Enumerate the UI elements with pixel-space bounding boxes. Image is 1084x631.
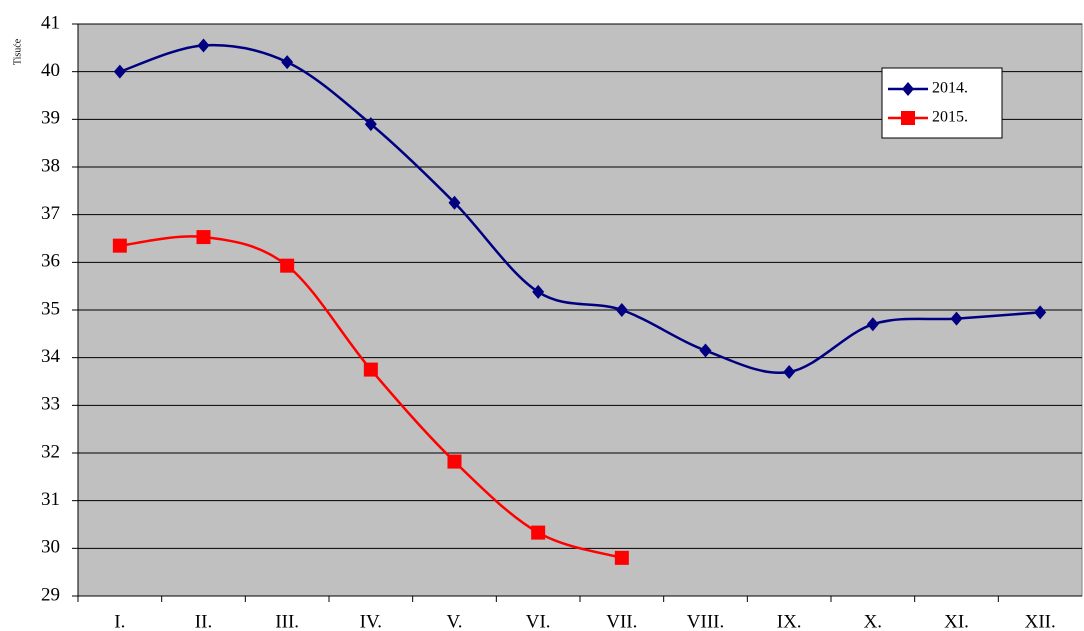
x-tick-label: IV.	[360, 611, 382, 631]
marker	[196, 230, 211, 245]
y-tick-label: 33	[41, 394, 60, 415]
y-tick-label: 40	[41, 60, 60, 81]
marker	[364, 117, 377, 132]
y-tick-label: 41	[41, 12, 60, 33]
marker	[783, 364, 796, 379]
marker	[280, 258, 295, 273]
marker	[447, 454, 462, 469]
x-tick-label: XII.	[1025, 611, 1056, 631]
y-tick-label: 32	[41, 441, 60, 462]
marker	[950, 311, 963, 326]
x-tick-label: II.	[195, 611, 212, 631]
x-tick-label: VII.	[606, 611, 637, 631]
marker	[113, 64, 126, 79]
x-tick-label: III.	[275, 611, 299, 631]
marker	[281, 55, 294, 70]
y-tick-label: 37	[41, 203, 60, 224]
y-tick-label: 34	[41, 346, 61, 367]
marker	[699, 343, 712, 358]
marker	[866, 317, 879, 332]
marker	[531, 525, 546, 540]
marker	[615, 303, 628, 317]
x-tick-label: IX.	[777, 611, 802, 631]
y-tick-label: 39	[41, 108, 60, 129]
y-axis-label: Tisuće	[12, 38, 23, 65]
y-tick-label: 35	[41, 298, 60, 319]
x-tick-label: VI.	[526, 611, 551, 631]
marker	[1034, 305, 1047, 320]
x-tick-label: XI.	[944, 611, 969, 631]
marker	[614, 550, 629, 565]
marker	[197, 38, 210, 53]
legend-label: 2015.	[932, 109, 968, 126]
y-tick-label: 31	[41, 489, 60, 510]
x-tick-label: V.	[446, 611, 462, 631]
x-tick-label: I.	[114, 611, 125, 631]
y-tick-label: 38	[41, 155, 60, 176]
marker	[902, 82, 914, 96]
y-tick-label: 30	[41, 537, 60, 558]
y-tick-label: 29	[41, 584, 60, 605]
legend: 2014. 2015.	[881, 67, 1003, 139]
x-tick-label: VIII.	[687, 611, 724, 631]
marker	[363, 362, 378, 377]
marker	[112, 238, 127, 253]
legend-label: 2014.	[932, 80, 968, 97]
marker	[448, 195, 461, 210]
marker	[901, 111, 915, 125]
y-tick-label: 36	[41, 251, 60, 272]
x-tick-label: X.	[864, 611, 882, 631]
legend-box	[881, 67, 1003, 139]
marker	[532, 284, 545, 299]
